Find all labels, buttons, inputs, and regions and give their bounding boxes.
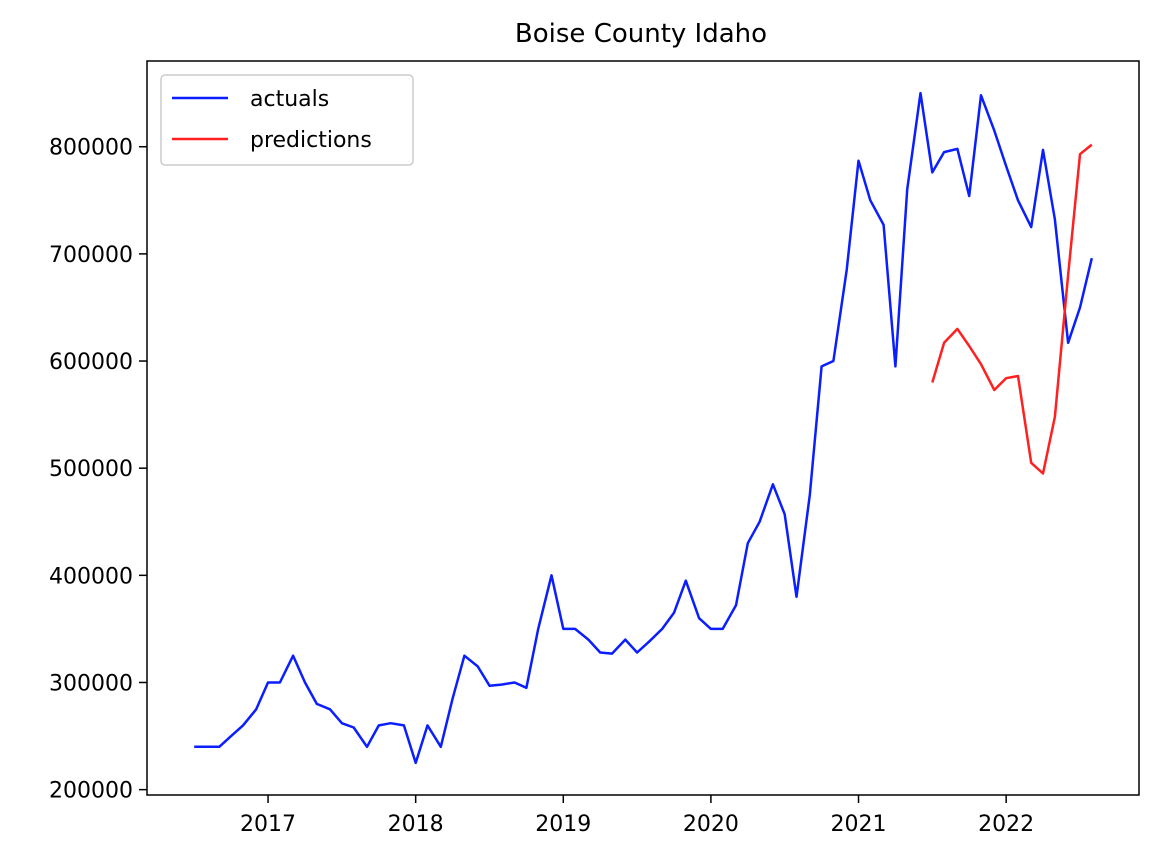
chart-title: Boise County Idaho bbox=[515, 19, 767, 49]
y-tick-label: 400000 bbox=[49, 564, 133, 589]
y-tick-label: 700000 bbox=[49, 243, 133, 268]
y-tick-label: 300000 bbox=[49, 671, 133, 696]
series-line-actuals bbox=[194, 91, 1094, 765]
x-axis: 2017 2018 2019 2020 2021 2022 bbox=[240, 795, 1034, 837]
x-tick-label: 2020 bbox=[683, 812, 739, 837]
legend-label-actuals: actuals bbox=[250, 87, 329, 112]
series-line-predictions bbox=[931, 143, 1093, 475]
y-tick-label: 200000 bbox=[49, 779, 133, 804]
y-axis: 200000 300000 400000 500000 600000 700000 8000… bbox=[49, 136, 147, 804]
x-tick-label: 2022 bbox=[978, 812, 1034, 837]
x-tick-label: 2019 bbox=[535, 812, 591, 837]
y-tick-label: 500000 bbox=[49, 457, 133, 482]
x-tick-label: 2018 bbox=[388, 812, 444, 837]
legend: actuals predictions bbox=[160, 74, 414, 166]
legend-label-predictions: predictions bbox=[250, 128, 372, 153]
x-tick-label: 2021 bbox=[831, 812, 887, 837]
series-layer bbox=[194, 91, 1094, 765]
y-tick-label: 600000 bbox=[49, 350, 133, 375]
x-tick-label: 2017 bbox=[240, 812, 296, 837]
plot-area-frame bbox=[146, 60, 1140, 796]
y-tick-label: 800000 bbox=[49, 136, 133, 161]
